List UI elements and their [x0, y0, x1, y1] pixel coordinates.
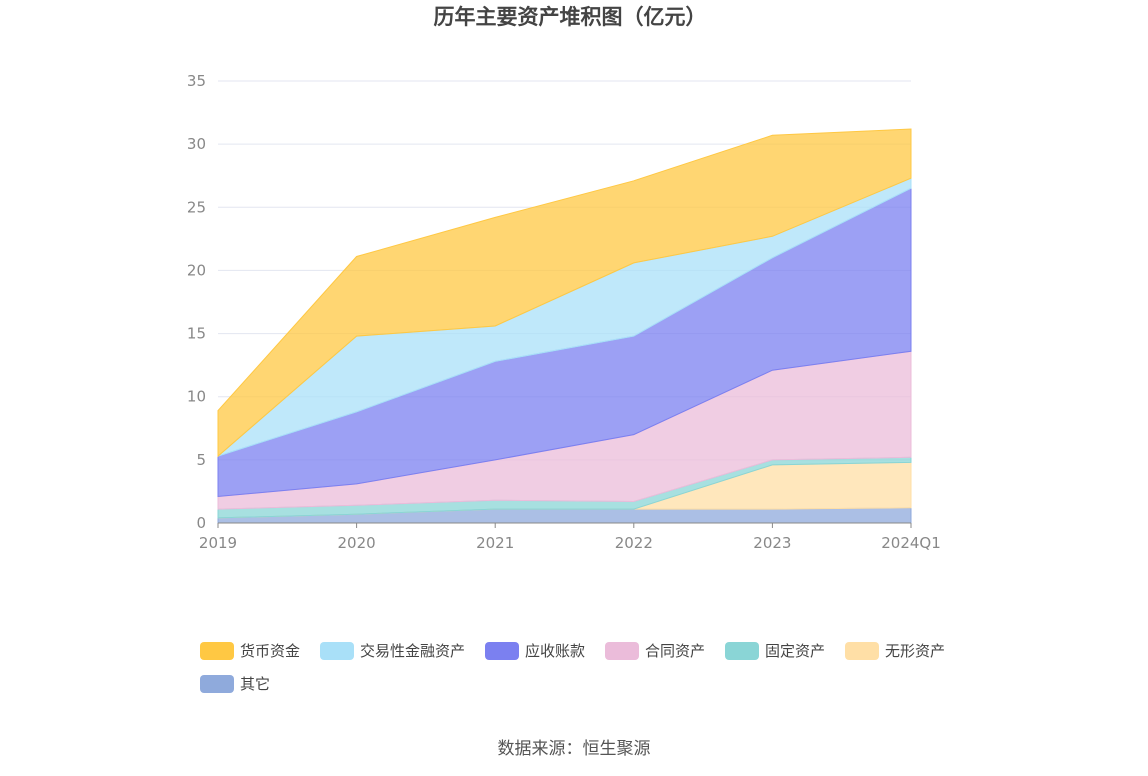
- legend-item-2[interactable]: 应收账款: [485, 642, 585, 660]
- legend-swatch: [725, 642, 759, 660]
- legend-label: 应收账款: [525, 642, 585, 660]
- y-tick-label: 10: [187, 388, 206, 406]
- x-tick-label: 2021: [476, 534, 514, 552]
- y-tick-label: 30: [187, 135, 206, 153]
- legend-item-3[interactable]: 合同资产: [605, 642, 705, 660]
- x-tick-label: 2024Q1: [881, 534, 941, 552]
- y-tick-label: 25: [187, 198, 206, 216]
- area-series-6: [217, 128, 912, 458]
- legend-label: 无形资产: [885, 642, 945, 660]
- y-tick-label: 0: [196, 514, 206, 532]
- chart-title: 历年主要资产堆积图（亿元）: [434, 5, 707, 29]
- legend-label: 货币资金: [240, 642, 300, 660]
- legend-swatch: [485, 642, 519, 660]
- x-tick-label: 2022: [615, 534, 653, 552]
- x-tick-label: 2020: [338, 534, 376, 552]
- legend-label: 交易性金融资产: [360, 642, 465, 660]
- y-tick-label: 20: [187, 261, 206, 279]
- legend-label: 其它: [240, 675, 270, 693]
- legend-label: 固定资产: [765, 642, 825, 660]
- legend-swatch: [320, 642, 354, 660]
- y-tick-label: 35: [187, 72, 206, 90]
- legend-label: 合同资产: [645, 642, 705, 660]
- legend-item-4[interactable]: 固定资产: [725, 642, 825, 660]
- legend-swatch: [845, 642, 879, 660]
- legend-swatch: [200, 642, 234, 660]
- legend-item-6[interactable]: 其它: [200, 675, 270, 693]
- source-note: 数据来源：恒生聚源: [498, 739, 651, 759]
- x-tick-label: 2019: [199, 534, 237, 552]
- legend-swatch: [605, 642, 639, 660]
- legend-item-5[interactable]: 无形资产: [845, 642, 945, 660]
- area-series: [217, 128, 912, 524]
- legend-swatch: [200, 675, 234, 693]
- legend-item-1[interactable]: 交易性金融资产: [320, 642, 465, 660]
- legend-item-0[interactable]: 货币资金: [200, 642, 300, 660]
- y-tick-label: 5: [196, 451, 206, 469]
- y-tick-label: 15: [187, 325, 206, 343]
- axes: 0 5 10 15 20 25 30 35 2019 2020 2021 2022 2023 2024Q1: [187, 72, 941, 552]
- x-tick-label: 2023: [753, 534, 791, 552]
